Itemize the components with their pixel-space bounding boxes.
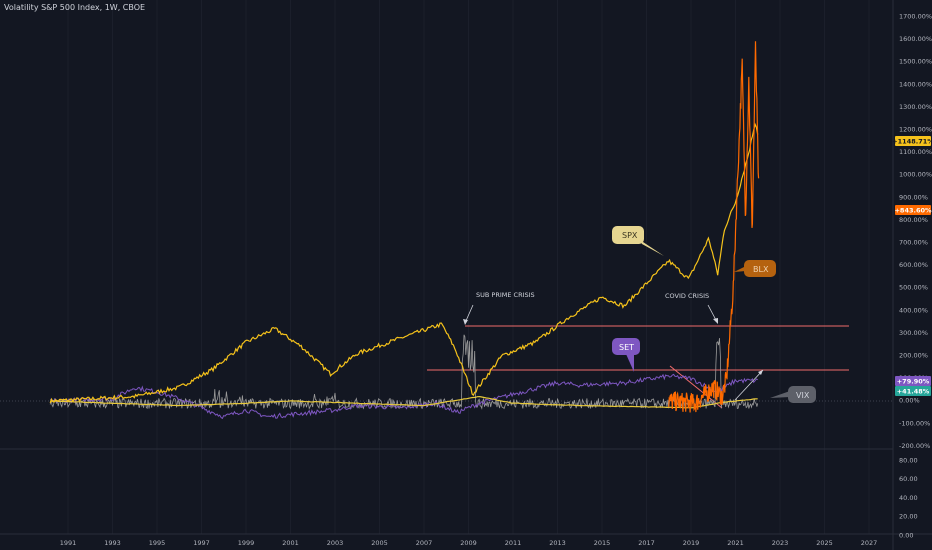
time-axis-label: 2001 — [282, 539, 299, 547]
price-axis-label: -100.00% — [899, 419, 930, 427]
vix-axis-label: 60.00 — [899, 475, 918, 483]
arrow-head-icon — [463, 319, 468, 325]
spx-callout[interactable]: SPX — [612, 226, 664, 256]
price-axis-label: 700.00% — [899, 239, 928, 247]
price-axis-label: 600.00% — [899, 261, 928, 269]
price-axis-label: -200.00% — [899, 442, 930, 450]
vix-axis-label: 20.00 — [899, 513, 918, 521]
vix-series[interactable] — [49, 334, 759, 410]
set-callout-label: SET — [619, 343, 634, 352]
vix-axis-label: 40.00 — [899, 494, 918, 502]
price-axis-label: 1200.00% — [899, 126, 932, 134]
spx-callout-label: SPX — [622, 231, 638, 240]
time-axis-label: 2003 — [327, 539, 344, 547]
time-axis-label: 2013 — [549, 539, 566, 547]
series-layer — [49, 41, 764, 420]
price-axis-label: 0.00% — [899, 397, 920, 405]
blx-series[interactable] — [668, 41, 760, 413]
price-axis-label: 1300.00% — [899, 103, 932, 111]
price-axis-label: 1400.00% — [899, 80, 932, 88]
spx-series[interactable] — [49, 122, 759, 404]
time-axis-label: 2023 — [772, 539, 789, 547]
time-axis-label: 1997 — [193, 539, 210, 547]
price-axis-label: 300.00% — [899, 329, 928, 337]
price-axis-label: 1100.00% — [899, 148, 932, 156]
arrow-head-icon — [758, 370, 763, 375]
time-axis-label: 1995 — [149, 539, 166, 547]
time-axis-label: 2007 — [416, 539, 433, 547]
time-axis-label: 2009 — [460, 539, 477, 547]
arrow-head-icon — [713, 318, 718, 324]
set-callout[interactable]: SET — [612, 338, 640, 372]
time-axis-label: 2017 — [638, 539, 655, 547]
blx-callout-label: BLX — [753, 265, 769, 274]
time-axis-label: 2021 — [727, 539, 744, 547]
price-axis-label: 1700.00% — [899, 13, 932, 21]
time-axis-label: 2019 — [683, 539, 700, 547]
set-series[interactable] — [49, 373, 758, 420]
price-axis-label: 1500.00% — [899, 58, 932, 66]
svg-text:+1148.71%: +1148.71% — [892, 138, 932, 146]
price-axis-label: 1000.00% — [899, 171, 932, 179]
svg-text:+79.90%: +79.90% — [897, 378, 930, 386]
covid-label: COVID CRISIS — [665, 292, 709, 300]
price-axis-label: 200.00% — [899, 352, 928, 360]
price-badge: +1148.71% — [892, 136, 932, 146]
time-axis-label: 2025 — [816, 539, 833, 547]
price-axis-label: 800.00% — [899, 216, 928, 224]
chart-title: Volatility S&P 500 Index, 1W, CBOE — [4, 3, 146, 12]
price-badges: +1148.71% +843.60% +79.90% +41.48% — [892, 136, 932, 396]
price-axis[interactable]: 1700.00% 1600.00% 1500.00% 1400.00% 1300.00%… — [899, 13, 932, 540]
price-axis-label: 500.00% — [899, 284, 928, 292]
vix-callout[interactable]: VIX — [770, 386, 816, 403]
price-badge: +41.48% — [895, 386, 931, 396]
time-axis-label: 1991 — [60, 539, 77, 547]
time-axis-label: 2011 — [505, 539, 522, 547]
time-axis[interactable]: 1991 1993 1995 1997 1999 2001 2003 2005 2007 2009… — [60, 539, 878, 547]
time-axis-label: 2015 — [594, 539, 611, 547]
svg-text:+41.48%: +41.48% — [897, 388, 930, 396]
grid-lines — [67, 0, 870, 534]
price-badge: +79.90% — [895, 376, 931, 386]
vix-up-arrow — [734, 369, 764, 401]
blx-callout[interactable]: BLX — [734, 260, 776, 277]
time-axis-label: 2005 — [371, 539, 388, 547]
price-axis-label: 400.00% — [899, 306, 928, 314]
svg-text:+843.60%: +843.60% — [894, 207, 932, 215]
time-axis-label: 1993 — [104, 539, 121, 547]
price-axis-label: 900.00% — [899, 193, 928, 201]
time-axis-label: 2027 — [861, 539, 878, 547]
vix-axis-label: 0.00 — [899, 531, 913, 539]
vix-moving-average[interactable] — [50, 395, 758, 409]
vix-axis-label: 80.00 — [899, 457, 918, 465]
vix-callout-label: VIX — [796, 391, 810, 400]
time-axis-label: 1999 — [238, 539, 255, 547]
subprime-label: SUB PRIME CRISIS — [476, 291, 535, 299]
price-axis-label: 1600.00% — [899, 35, 932, 43]
price-badge: +843.60% — [894, 205, 932, 215]
